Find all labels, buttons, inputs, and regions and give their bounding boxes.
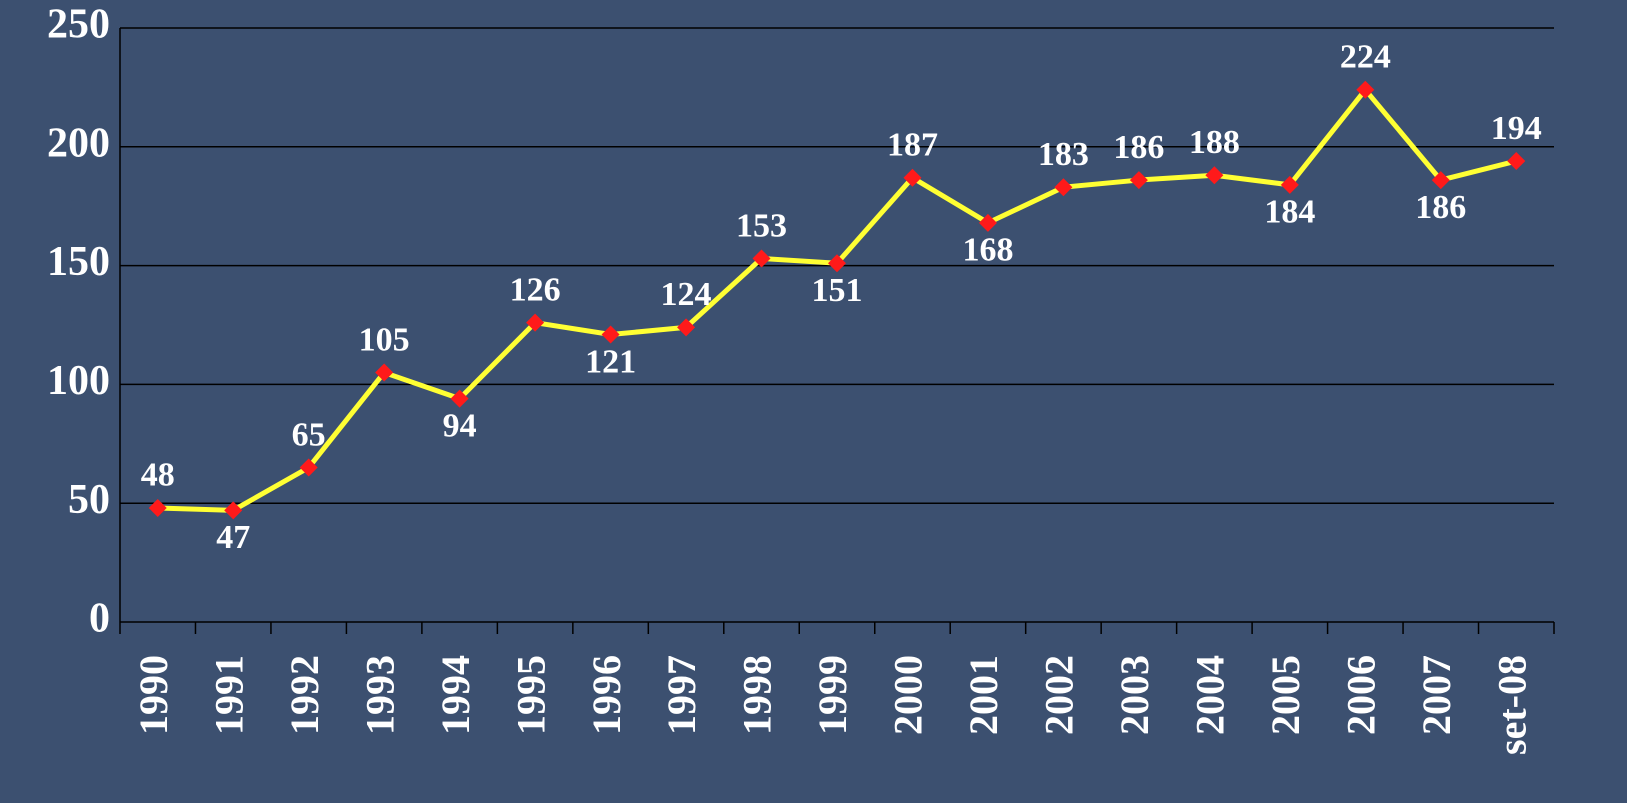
data-label: 183 xyxy=(1038,136,1089,173)
x-tick-label: 1995 xyxy=(508,655,553,735)
data-label: 153 xyxy=(736,207,787,244)
data-label: 47 xyxy=(216,519,250,556)
x-tick-label: 2005 xyxy=(1263,655,1308,735)
y-tick-label: 100 xyxy=(47,358,110,404)
y-tick-label: 50 xyxy=(68,477,110,523)
data-label: 188 xyxy=(1189,124,1240,161)
x-tick-label: 2003 xyxy=(1112,655,1157,735)
data-label: 124 xyxy=(661,276,712,313)
data-label: 121 xyxy=(585,343,636,380)
x-tick-label: 1993 xyxy=(357,655,402,735)
data-label: 126 xyxy=(510,271,561,308)
data-label: 48 xyxy=(141,457,175,494)
x-tick-label: 2000 xyxy=(886,655,931,735)
data-label: 186 xyxy=(1113,129,1164,166)
data-label: 194 xyxy=(1491,110,1542,147)
x-tick-label: 2004 xyxy=(1188,655,1233,735)
x-tick-label: 1990 xyxy=(131,655,176,735)
x-tick-label: 1998 xyxy=(735,655,780,735)
x-tick-label: 1999 xyxy=(810,655,855,735)
x-tick-label: 1994 xyxy=(433,655,478,735)
x-tick-label: 2002 xyxy=(1037,655,1082,735)
y-tick-label: 0 xyxy=(89,596,110,642)
data-label: 187 xyxy=(887,126,938,163)
data-label: 186 xyxy=(1415,189,1466,226)
x-tick-label: 2001 xyxy=(961,655,1006,735)
x-tick-label: 2006 xyxy=(1338,655,1383,735)
x-tick-label: 2007 xyxy=(1414,655,1459,735)
x-tick-label: set-08 xyxy=(1489,655,1534,755)
y-tick-label: 150 xyxy=(47,239,110,285)
data-label: 224 xyxy=(1340,39,1391,76)
data-label: 151 xyxy=(812,272,863,309)
y-tick-label: 250 xyxy=(47,2,110,48)
data-label: 168 xyxy=(962,232,1013,269)
x-tick-label: 1996 xyxy=(584,655,629,735)
data-label: 184 xyxy=(1264,194,1315,231)
x-tick-label: 1991 xyxy=(206,655,251,735)
x-tick-label: 1997 xyxy=(659,655,704,735)
data-label: 105 xyxy=(359,321,410,358)
data-label: 65 xyxy=(292,416,326,453)
chart: 0 50 100 150 200 250 1990 1991 1992 1993 1994 1995 1… xyxy=(0,0,1627,803)
x-tick-label: 1992 xyxy=(282,655,327,735)
data-label: 94 xyxy=(443,407,477,444)
y-tick-label: 200 xyxy=(47,120,110,166)
